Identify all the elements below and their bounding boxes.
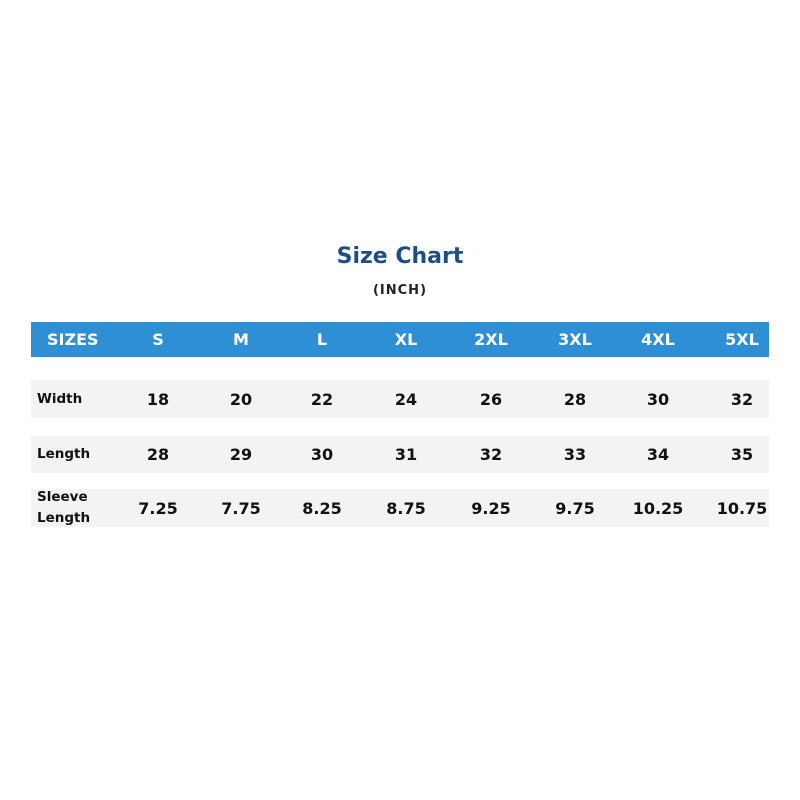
row-label: Width [37,390,83,407]
table-cell: 34 [646,445,670,464]
table-cell: 28 [146,445,170,464]
size-header: 5XL [725,330,759,349]
table-cell: 9.25 [471,498,511,518]
table-cell: 26 [479,389,503,409]
table-cell: 30 [646,389,670,409]
table-cell: 28 [563,389,587,409]
page-title: Size Chart [336,244,464,269]
size-header: S [152,330,164,349]
size-header: M [233,330,249,349]
table-cell: 32 [730,389,754,409]
table-cell: 35 [730,445,754,464]
table-cell: 32 [479,445,503,464]
header-row: SIZES S M L XL 2XL 3XL 4XL 5XL [31,322,769,357]
size-header: L [316,330,328,349]
size-header: 2XL [474,330,508,349]
table-cell: 24 [394,389,418,409]
table-cell: 29 [229,445,253,464]
table-cell: 22 [310,389,334,409]
table-cell: 18 [146,389,170,409]
table-row: Sleeve Length 7.25 7.75 8.25 8.75 9.25 9.75 10.… [31,489,769,527]
table-cell: 31 [394,445,418,464]
row-label: Sleeve Length [37,489,91,526]
table-cell: 20 [229,389,253,409]
size-header: XL [394,330,418,349]
table-cell: 10.75 [716,498,768,518]
table-cell: 8.25 [302,498,342,518]
table-cell: 8.75 [386,498,426,518]
size-header: 4XL [641,330,675,349]
table-cell: 33 [563,445,587,464]
table-row: Width 18 20 22 24 26 28 30 32 [31,380,769,418]
table-cell: 9.75 [555,498,595,518]
header-label: SIZES [47,330,99,349]
table-cell: 10.25 [632,498,684,518]
size-header: 3XL [558,330,592,349]
table-cell: 30 [310,445,334,464]
row-label: Length [37,446,91,462]
table-cell: 7.75 [221,498,261,518]
table-row: Length 28 29 30 31 32 33 34 35 [31,436,769,473]
table-cell: 7.25 [138,498,178,518]
unit-label: (INCH) [372,283,428,298]
